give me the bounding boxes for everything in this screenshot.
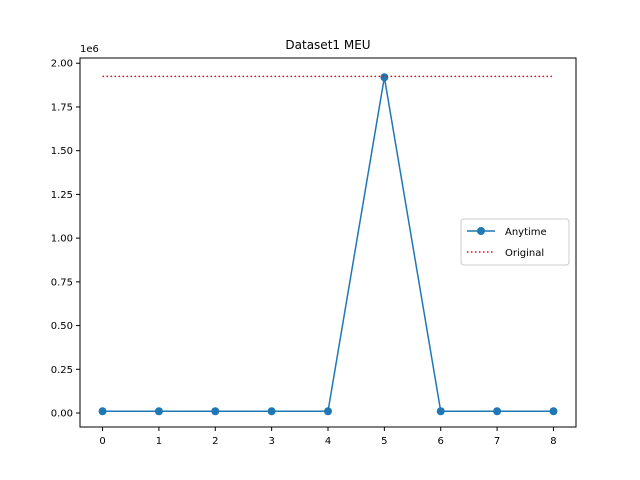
data-point: [324, 407, 332, 416]
data-point: [211, 407, 220, 416]
data-point: [267, 407, 276, 416]
y-tick-label: 0.50: [51, 321, 73, 332]
y-tick-label: 1.75: [51, 102, 73, 113]
legend-marker: [477, 227, 485, 235]
y-tick-label: 0.00: [51, 409, 73, 420]
x-tick-label: 7: [494, 436, 500, 447]
x-tick-label: 1: [156, 436, 162, 447]
y-tick-label: 2.00: [51, 59, 73, 70]
data-point: [549, 407, 558, 416]
y-tick-label: 1.50: [51, 146, 73, 157]
y-tick-label: 0.75: [51, 277, 73, 288]
data-point: [493, 407, 502, 416]
y-offset-label: 1e6: [80, 44, 99, 55]
legend: Anytime Original: [460, 218, 570, 266]
legend-label-anytime: Anytime: [505, 227, 547, 238]
legend-label-original: Original: [505, 248, 544, 259]
y-tick-label: 1.25: [51, 190, 73, 201]
y-tick-label: 1.00: [51, 234, 73, 245]
data-point: [380, 73, 389, 82]
x-axis-ticks: 0 1 2 3 4 5 6 7 8: [99, 427, 557, 447]
x-tick-label: 2: [212, 436, 218, 447]
data-point: [436, 407, 445, 416]
x-tick-label: 6: [438, 436, 444, 447]
x-tick-label: 5: [381, 436, 387, 447]
series-layer: [98, 73, 558, 416]
x-tick-label: 0: [99, 436, 105, 447]
data-point: [154, 407, 163, 416]
x-tick-label: 4: [325, 436, 331, 447]
y-tick-label: 0.25: [51, 365, 73, 376]
data-point: [98, 407, 107, 416]
x-tick-label: 8: [550, 436, 556, 447]
chart-title: Dataset1 MEU: [285, 38, 370, 52]
y-axis-ticks: 0.00 0.25 0.50 0.75 1.00 1.25 1.50 1.75 2.00: [51, 59, 80, 420]
x-tick-label: 3: [268, 436, 274, 447]
